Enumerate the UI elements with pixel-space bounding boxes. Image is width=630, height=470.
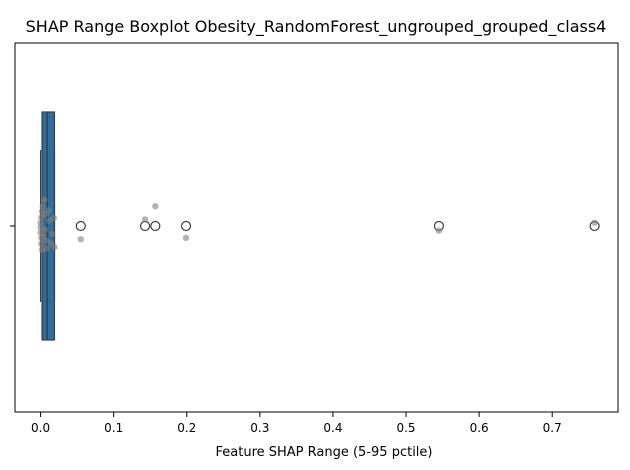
strip-point	[49, 230, 56, 238]
x-tick-label: 0.2	[177, 421, 196, 435]
strip-point	[152, 203, 159, 210]
strip-point	[43, 245, 51, 252]
strip-point	[50, 214, 57, 222]
chart-title: SHAP Range Boxplot Obesity_RandomForest_…	[26, 17, 607, 37]
outlier-point	[150, 220, 161, 232]
strip-point	[41, 196, 48, 203]
plot-frame	[14, 42, 619, 413]
x-tick-label: 0.1	[104, 421, 123, 435]
outlier-point	[75, 220, 86, 232]
x-axis-label: Feature SHAP Range (5-95 pctile)	[216, 445, 433, 460]
outlier-point	[180, 220, 192, 232]
x-tick-label: 0.7	[543, 421, 562, 435]
strip-point	[39, 203, 46, 210]
x-tick-label: 0.4	[323, 421, 342, 435]
strip-point	[38, 240, 45, 248]
strip-point	[45, 206, 52, 214]
strip-point	[51, 243, 58, 251]
strip-point	[40, 232, 47, 239]
box-iqr	[41, 111, 56, 341]
strip-point	[77, 236, 84, 243]
strip-point	[141, 216, 149, 223]
x-tick-label: 0.6	[470, 421, 489, 435]
strip-point	[38, 214, 45, 221]
x-tick-label: 0.3	[250, 421, 269, 435]
strip-point	[41, 226, 49, 233]
x-tick-label: 0.0	[31, 421, 50, 435]
strip-point	[435, 227, 443, 234]
x-axis: 0.0 0.1 0.2 0.3 0.4 0.5 0.6 0.7	[14, 42, 619, 435]
strip-point	[182, 234, 190, 242]
plot-area	[37, 111, 600, 341]
outlier-point	[140, 220, 151, 232]
strip-point	[591, 219, 598, 226]
strip-point	[38, 246, 46, 253]
strip-point	[37, 219, 44, 226]
x-tick-label: 0.5	[396, 421, 415, 435]
